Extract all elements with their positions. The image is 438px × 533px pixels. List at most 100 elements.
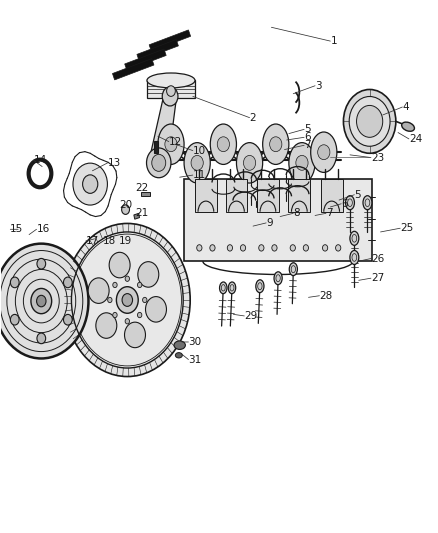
Text: 7: 7 [326, 208, 332, 219]
Text: 5: 5 [354, 190, 361, 200]
Circle shape [11, 314, 19, 325]
Polygon shape [125, 49, 166, 70]
Circle shape [143, 297, 147, 303]
Circle shape [117, 287, 138, 313]
Circle shape [343, 90, 396, 154]
Polygon shape [134, 213, 140, 219]
Circle shape [0, 244, 88, 359]
Circle shape [122, 205, 130, 214]
Circle shape [124, 322, 145, 348]
Text: 25: 25 [400, 223, 413, 233]
Circle shape [165, 137, 177, 152]
Ellipse shape [289, 263, 297, 276]
Text: 5: 5 [304, 124, 311, 134]
Text: 13: 13 [108, 158, 121, 168]
Circle shape [83, 175, 98, 193]
Circle shape [259, 245, 264, 251]
Circle shape [217, 137, 230, 152]
Circle shape [244, 156, 256, 170]
Circle shape [210, 245, 215, 251]
Circle shape [31, 288, 52, 314]
Text: 31: 31 [188, 354, 201, 365]
Text: 28: 28 [319, 290, 333, 301]
Ellipse shape [237, 143, 263, 183]
Polygon shape [137, 39, 178, 61]
Bar [257, 179, 279, 212]
Text: 12: 12 [169, 136, 182, 147]
Circle shape [152, 155, 166, 171]
Bar [226, 179, 247, 212]
Circle shape [73, 234, 181, 366]
Circle shape [138, 312, 142, 318]
Ellipse shape [263, 124, 289, 165]
Ellipse shape [274, 272, 282, 285]
Ellipse shape [158, 124, 184, 165]
Text: 1: 1 [330, 36, 337, 46]
Ellipse shape [210, 124, 237, 165]
Text: 29: 29 [244, 311, 258, 321]
Ellipse shape [228, 282, 236, 294]
Text: 6: 6 [304, 132, 311, 142]
Circle shape [296, 156, 308, 170]
Ellipse shape [219, 282, 227, 294]
Ellipse shape [256, 280, 264, 293]
Circle shape [147, 148, 171, 177]
Text: 20: 20 [120, 200, 133, 211]
Circle shape [145, 296, 166, 322]
Circle shape [113, 312, 117, 318]
Text: 14: 14 [33, 155, 47, 165]
Circle shape [113, 282, 117, 288]
Text: 21: 21 [135, 208, 148, 219]
Text: 9: 9 [266, 218, 273, 228]
Circle shape [322, 245, 328, 251]
Ellipse shape [174, 341, 185, 350]
Ellipse shape [147, 73, 195, 88]
Text: 30: 30 [188, 337, 201, 347]
Bar [184, 179, 372, 261]
Circle shape [125, 319, 130, 324]
Circle shape [96, 313, 117, 338]
Ellipse shape [175, 353, 182, 358]
Text: 11: 11 [193, 170, 206, 180]
Ellipse shape [346, 196, 354, 209]
Circle shape [166, 86, 175, 96]
Circle shape [162, 87, 178, 106]
Text: 24: 24 [409, 134, 422, 144]
Polygon shape [113, 59, 154, 80]
Circle shape [290, 245, 295, 251]
Text: 17: 17 [86, 236, 99, 246]
Circle shape [11, 277, 19, 288]
Ellipse shape [402, 122, 414, 131]
Text: 2: 2 [250, 112, 256, 123]
Circle shape [109, 252, 130, 278]
Circle shape [349, 96, 390, 146]
Bar [154, 141, 158, 153]
Circle shape [318, 145, 330, 160]
Circle shape [272, 245, 277, 251]
Circle shape [122, 294, 133, 306]
Circle shape [125, 276, 130, 281]
Ellipse shape [289, 143, 315, 183]
Bar [195, 179, 217, 212]
Text: 18: 18 [102, 236, 116, 246]
Ellipse shape [350, 251, 359, 264]
Text: 15: 15 [11, 224, 24, 235]
Ellipse shape [184, 143, 210, 183]
Ellipse shape [363, 196, 372, 209]
Text: 8: 8 [293, 208, 300, 219]
Circle shape [88, 278, 109, 303]
Circle shape [37, 295, 46, 307]
Text: 19: 19 [119, 236, 132, 246]
Text: 27: 27 [371, 273, 384, 283]
Circle shape [64, 314, 72, 325]
Polygon shape [147, 80, 195, 98]
Text: 6: 6 [341, 199, 348, 209]
Circle shape [37, 259, 46, 269]
Bar [321, 179, 343, 212]
Polygon shape [149, 30, 191, 51]
Bar [288, 179, 310, 212]
Text: 3: 3 [315, 81, 321, 91]
Ellipse shape [311, 132, 337, 172]
Circle shape [191, 156, 203, 170]
Circle shape [303, 245, 308, 251]
